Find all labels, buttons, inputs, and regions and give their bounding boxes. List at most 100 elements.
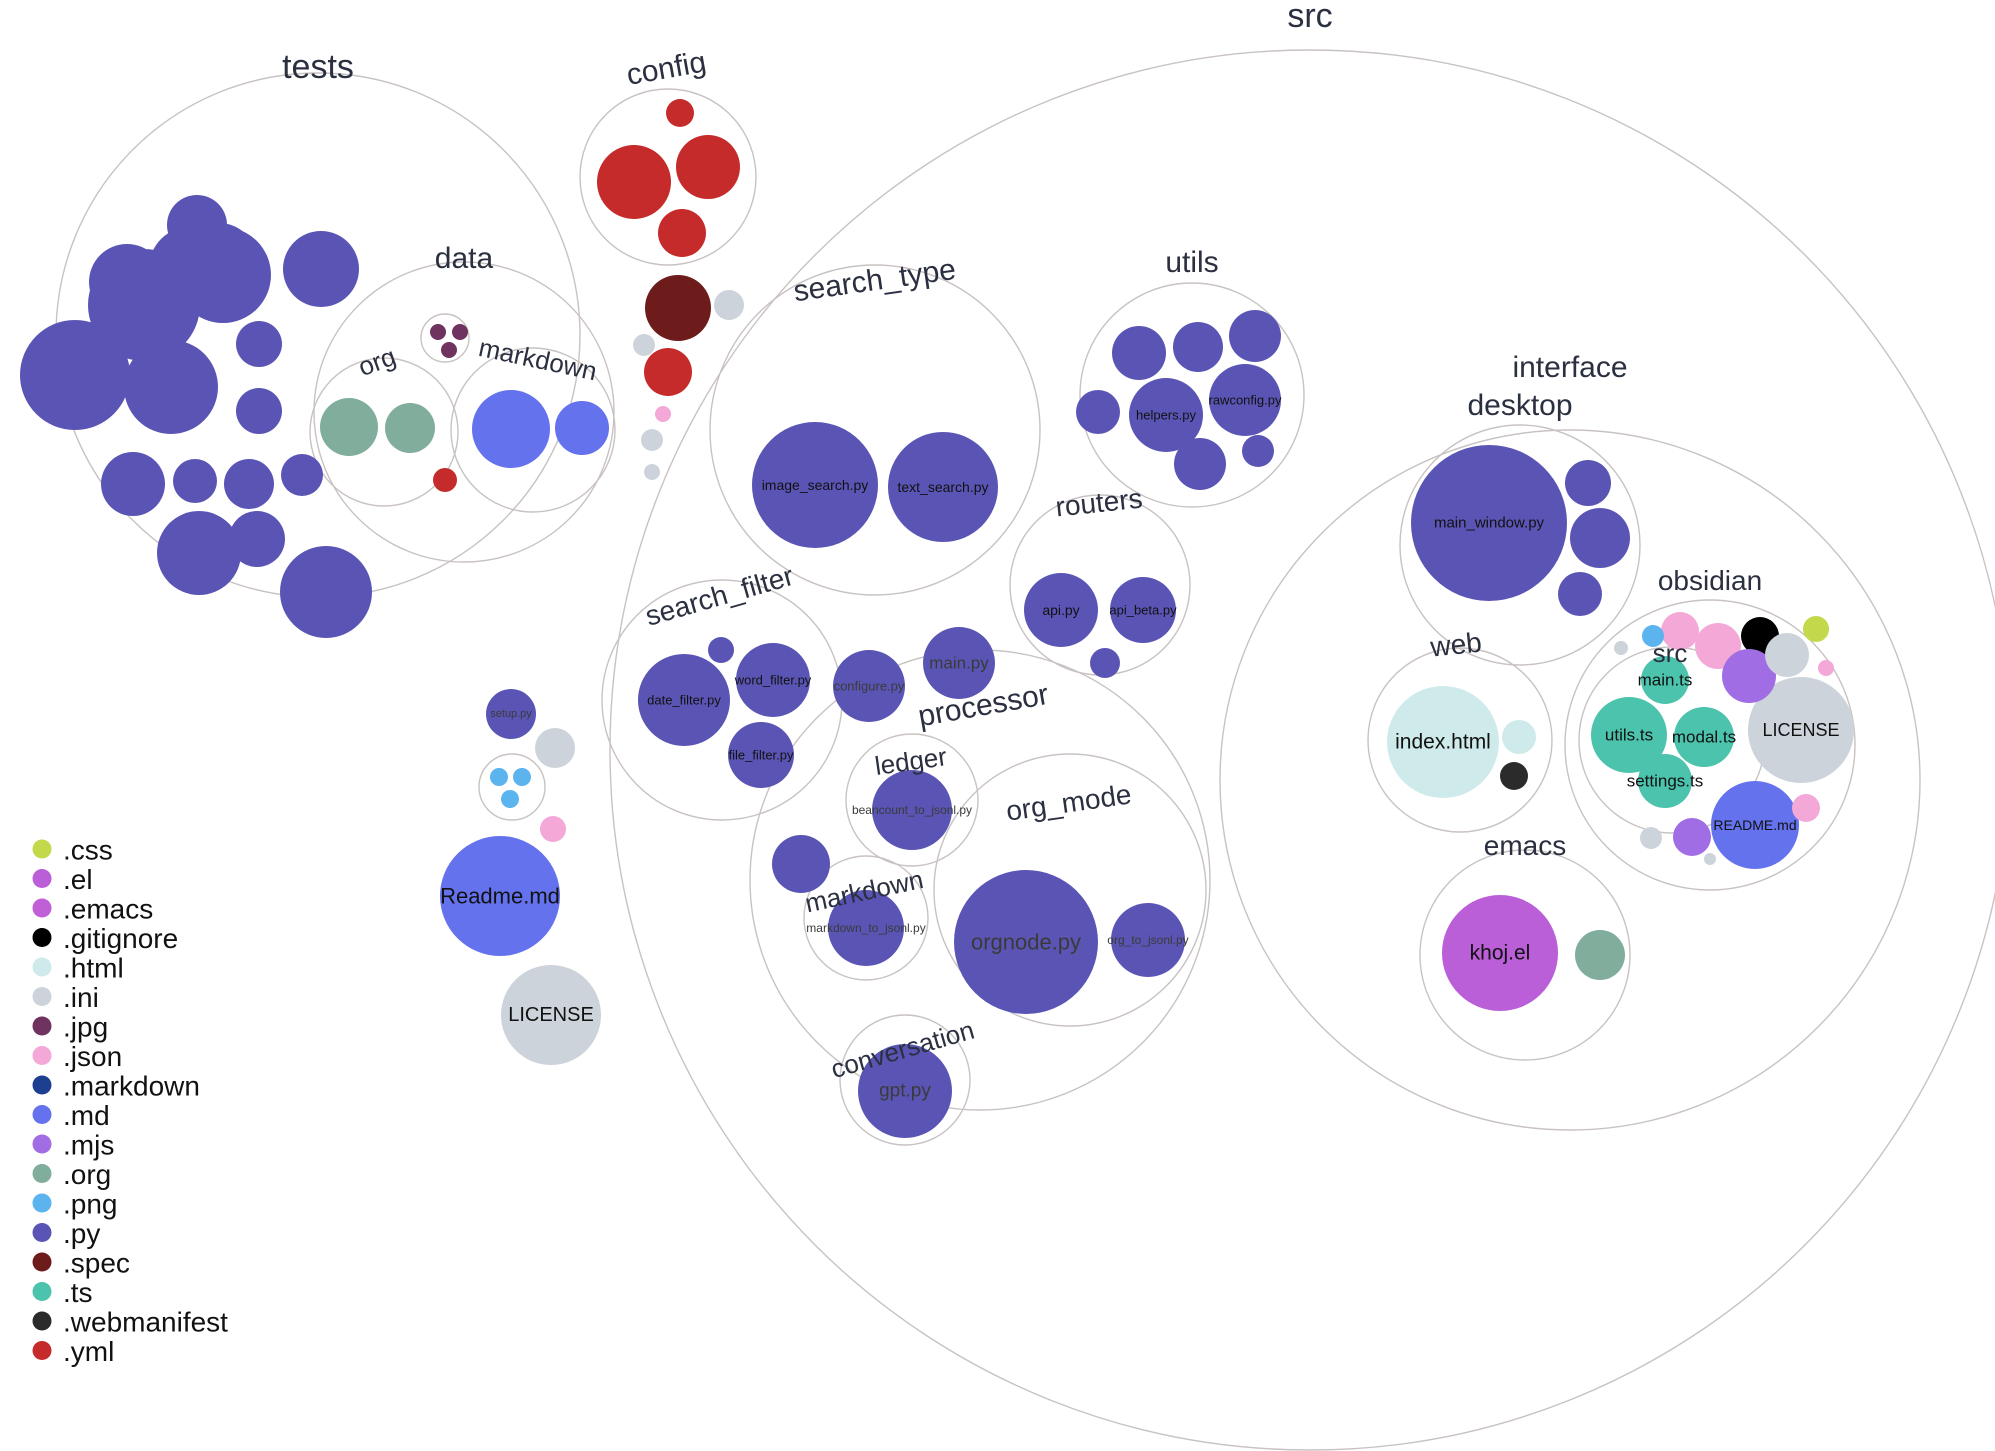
file-circle-root-json-2[interactable]: [540, 816, 566, 842]
group-ring-org_mode[interactable]: [933, 753, 1207, 1027]
file-circle-test-12[interactable]: [101, 452, 165, 516]
file-circle-test-10[interactable]: [236, 321, 282, 367]
file-circle-obs-json-3[interactable]: [1818, 660, 1834, 676]
file-circle-configure.py[interactable]: [833, 650, 905, 722]
file-circle-utils-d[interactable]: [1076, 390, 1120, 434]
file-circle-filter.py[interactable]: [708, 637, 734, 663]
file-circle-beancount_to_jsonl.py[interactable]: [872, 770, 952, 850]
file-circle-main.ts[interactable]: [1641, 656, 1689, 704]
group-ring-data[interactable]: [313, 261, 615, 563]
file-circle-rawconfig.py[interactable]: [1209, 364, 1281, 436]
file-circle-obs-ini[interactable]: [1765, 633, 1809, 677]
file-circle-spec-file[interactable]: [645, 275, 711, 341]
file-circle-root-ini-4[interactable]: [644, 464, 660, 480]
file-circle-obs-ini-3[interactable]: [1704, 853, 1716, 865]
group-ring-web[interactable]: [1367, 647, 1553, 833]
file-circle-obs-css[interactable]: [1803, 616, 1829, 642]
file-circle-data-yml[interactable]: [433, 468, 457, 492]
file-circle-obs-json-4[interactable]: [1792, 794, 1820, 822]
file-circle-test-1[interactable]: [20, 320, 130, 430]
file-circle-data-org-2[interactable]: [385, 403, 435, 453]
group-ring-config[interactable]: [579, 88, 757, 266]
file-circle-data-md-2[interactable]: [555, 401, 609, 455]
group-ring-org[interactable]: [309, 357, 459, 507]
file-circle-org_to_jsonl.py[interactable]: [1111, 903, 1185, 977]
file-circle-web-manifest[interactable]: [1500, 762, 1528, 790]
file-circle-test-19[interactable]: [89, 244, 165, 320]
file-circle-utils-e[interactable]: [1174, 438, 1226, 490]
group-ring-interface[interactable]: [1219, 429, 1921, 1131]
file-circle-test-13[interactable]: [173, 459, 217, 503]
group-ring-markdown[interactable]: [450, 347, 616, 513]
file-circle-png-2[interactable]: [513, 768, 531, 786]
file-circle-test-20[interactable]: [167, 195, 227, 255]
file-circle-test-2[interactable]: [124, 340, 218, 434]
file-circle-main.py[interactable]: [923, 627, 995, 699]
file-circle-test-11[interactable]: [236, 388, 282, 434]
file-circle-gpt.py[interactable]: [858, 1044, 952, 1138]
file-circle-main_window.py[interactable]: [1411, 445, 1567, 601]
file-circle-config-yml-3[interactable]: [666, 99, 694, 127]
file-circle-helpers.py[interactable]: [1129, 378, 1203, 452]
file-circle-desktop-b[interactable]: [1570, 508, 1630, 568]
file-circle-proc-extra[interactable]: [772, 835, 830, 893]
group-ring-jpg-holder[interactable]: [420, 313, 470, 363]
file-circle-api.py[interactable]: [1024, 573, 1098, 647]
group-ring-src[interactable]: [609, 49, 1995, 1451]
file-circle-api_beta.py[interactable]: [1110, 577, 1176, 643]
file-circle-LICENSE-obsidian[interactable]: [1748, 677, 1854, 783]
file-circle-test-17[interactable]: [229, 511, 285, 567]
file-circle-root-yml[interactable]: [644, 348, 692, 396]
file-circle-config-yml-1[interactable]: [597, 145, 671, 219]
file-circle-obs-fade[interactable]: [1614, 641, 1628, 655]
group-ring-png-holder[interactable]: [478, 753, 546, 821]
file-circle-index.html[interactable]: [1387, 686, 1499, 798]
file-circle-obs-mjs[interactable]: [1722, 649, 1776, 703]
file-circle-utils-b[interactable]: [1173, 322, 1223, 372]
file-circle-emacs-org[interactable]: [1575, 930, 1625, 980]
group-ring-obsidian[interactable]: [1564, 599, 1856, 891]
file-circle-utils-a[interactable]: [1112, 326, 1166, 380]
file-circle-markdown_to_jsonl.py[interactable]: [828, 890, 904, 966]
file-circle-root-ini-5[interactable]: [535, 728, 575, 768]
file-circle-image_search.py[interactable]: [752, 422, 878, 548]
file-circle-khoj.el[interactable]: [1442, 895, 1558, 1011]
file-circle-desktop-a[interactable]: [1565, 460, 1611, 506]
file-circle-setup.py[interactable]: [486, 689, 536, 739]
file-circle-README.md[interactable]: [1711, 781, 1799, 869]
file-circle-test-15[interactable]: [157, 511, 241, 595]
group-ring-markdown[interactable]: [803, 855, 929, 981]
file-circle-LICENSE[interactable]: [501, 965, 601, 1065]
file-circle-png-3[interactable]: [501, 790, 519, 808]
file-circle-web-css[interactable]: [1502, 720, 1536, 754]
file-circle-Readme.md[interactable]: [440, 836, 560, 956]
file-circle-file_filter.py[interactable]: [728, 722, 794, 788]
file-circle-config-yml-2[interactable]: [676, 135, 740, 199]
file-circle-word_filter.py[interactable]: [736, 643, 810, 717]
file-circle-obs-mjs-2[interactable]: [1673, 818, 1711, 856]
file-circle-routers-init[interactable]: [1090, 648, 1120, 678]
file-circle-data-md-1[interactable]: [472, 390, 550, 468]
file-circle-data-jpg-1[interactable]: [430, 324, 446, 340]
group-ring-utils[interactable]: [1079, 282, 1305, 508]
file-circle-modal.ts[interactable]: [1674, 707, 1734, 767]
group-ring-search_type[interactable]: [709, 264, 1041, 596]
file-circle-root-json[interactable]: [655, 406, 671, 422]
file-circle-orgnode.py[interactable]: [954, 870, 1098, 1014]
group-ring-emacs[interactable]: [1419, 849, 1631, 1061]
file-circle-obs-json-1[interactable]: [1661, 612, 1699, 650]
group-ring-conversation[interactable]: [839, 1014, 971, 1146]
file-circle-root-ini-1[interactable]: [714, 290, 744, 320]
file-circle-date_filter.py[interactable]: [638, 654, 730, 746]
file-circle-data-jpg-2[interactable]: [452, 324, 468, 340]
file-circle-test-14[interactable]: [224, 459, 274, 509]
file-circle-test-18[interactable]: [281, 454, 323, 496]
file-circle-desktop-c[interactable]: [1558, 572, 1602, 616]
group-ring-desktop[interactable]: [1399, 424, 1641, 666]
file-circle-test-9[interactable]: [283, 231, 359, 307]
file-circle-config-yml-4[interactable]: [658, 209, 706, 257]
file-circle-test-16[interactable]: [280, 546, 372, 638]
file-circle-root-ini-3[interactable]: [641, 429, 663, 451]
group-ring-ledger[interactable]: [845, 733, 979, 867]
file-circle-settings.ts[interactable]: [1638, 754, 1692, 808]
